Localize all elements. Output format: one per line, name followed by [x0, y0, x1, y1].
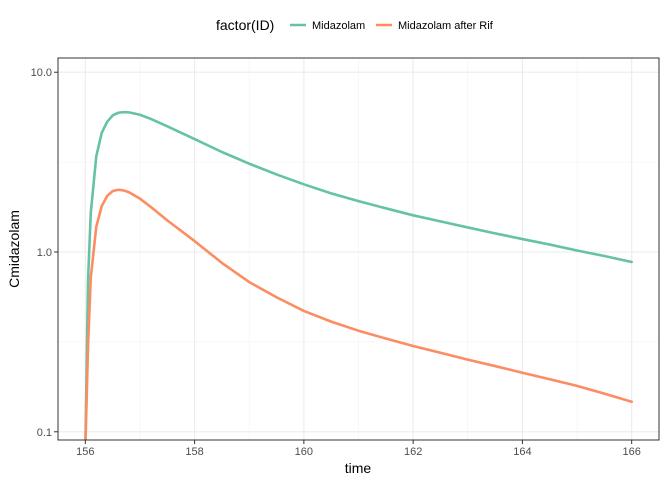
- series-line-midazolam: [84, 110, 633, 440]
- legend-label-midazolam: Midazolam: [312, 20, 365, 32]
- x-tick-label: 158: [185, 446, 203, 458]
- y-tick-label: 1.0: [37, 247, 52, 259]
- series-line-midazolam-after-rif: [84, 188, 633, 440]
- plot-panel: [57, 57, 660, 441]
- y-axis-title: Cmidazolam: [6, 210, 22, 288]
- x-axis-title: time: [345, 460, 372, 476]
- x-tick-label: 160: [295, 446, 313, 458]
- y-tick-label: 10.0: [31, 67, 52, 79]
- legend: factor(ID) Midazolam Midazolam after Rif: [216, 17, 494, 33]
- legend-label-midazolam-after-rif: Midazolam after Rif: [398, 20, 494, 32]
- y-tick-label: 0.1: [37, 427, 52, 439]
- grid-minor: [58, 58, 659, 440]
- y-axis: 0.1 1.0 10.0: [31, 67, 58, 439]
- x-tick-label: 164: [513, 446, 531, 458]
- x-tick-label: 156: [76, 446, 94, 458]
- x-tick-label: 162: [404, 446, 422, 458]
- x-axis: 156 158 160 162 164 166: [76, 440, 641, 458]
- plot-border: [57, 57, 660, 441]
- legend-title: factor(ID): [216, 17, 274, 33]
- x-tick-label: 166: [623, 446, 641, 458]
- series-layer: [84, 110, 633, 440]
